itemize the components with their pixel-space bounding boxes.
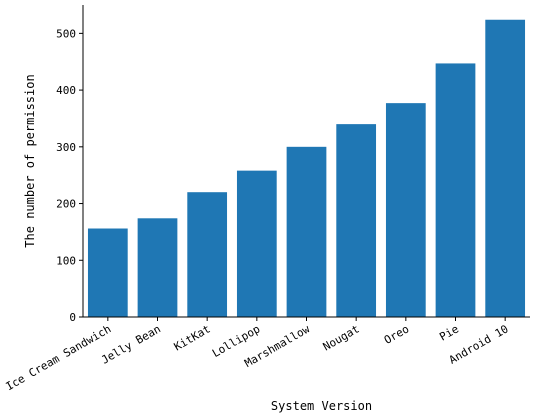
bar-ice-cream-sandwich	[87, 228, 128, 317]
y-tick-label: 300	[56, 141, 76, 154]
bar-jelly-bean	[137, 218, 178, 317]
y-tick-label: 400	[56, 84, 76, 97]
bars-group	[87, 19, 526, 318]
bar-marshmallow	[286, 146, 327, 317]
bar-pie	[435, 63, 476, 317]
x-tick-label: Ice Cream Sandwich	[4, 322, 114, 393]
y-tick-label: 100	[56, 254, 76, 267]
bar-oreo	[385, 103, 426, 317]
x-tick-label: Nougat	[321, 322, 362, 353]
bar-kitkat	[187, 192, 228, 317]
x-tick-label: KitKat	[172, 322, 213, 353]
bar-lollipop	[236, 170, 277, 317]
bar-android-10	[485, 19, 526, 318]
x-tick-label: Pie	[437, 322, 461, 343]
y-axis-ticks: 0 100 200 300 400 500	[56, 27, 83, 324]
x-axis-title: System Version	[271, 399, 372, 413]
y-tick-label: 0	[69, 311, 76, 324]
x-tick-label: Oreo	[382, 322, 411, 347]
bar-nougat	[336, 124, 377, 317]
y-tick-label: 500	[56, 27, 76, 40]
y-axis-title: The number of permission	[23, 74, 37, 247]
y-tick-label: 200	[56, 198, 76, 211]
